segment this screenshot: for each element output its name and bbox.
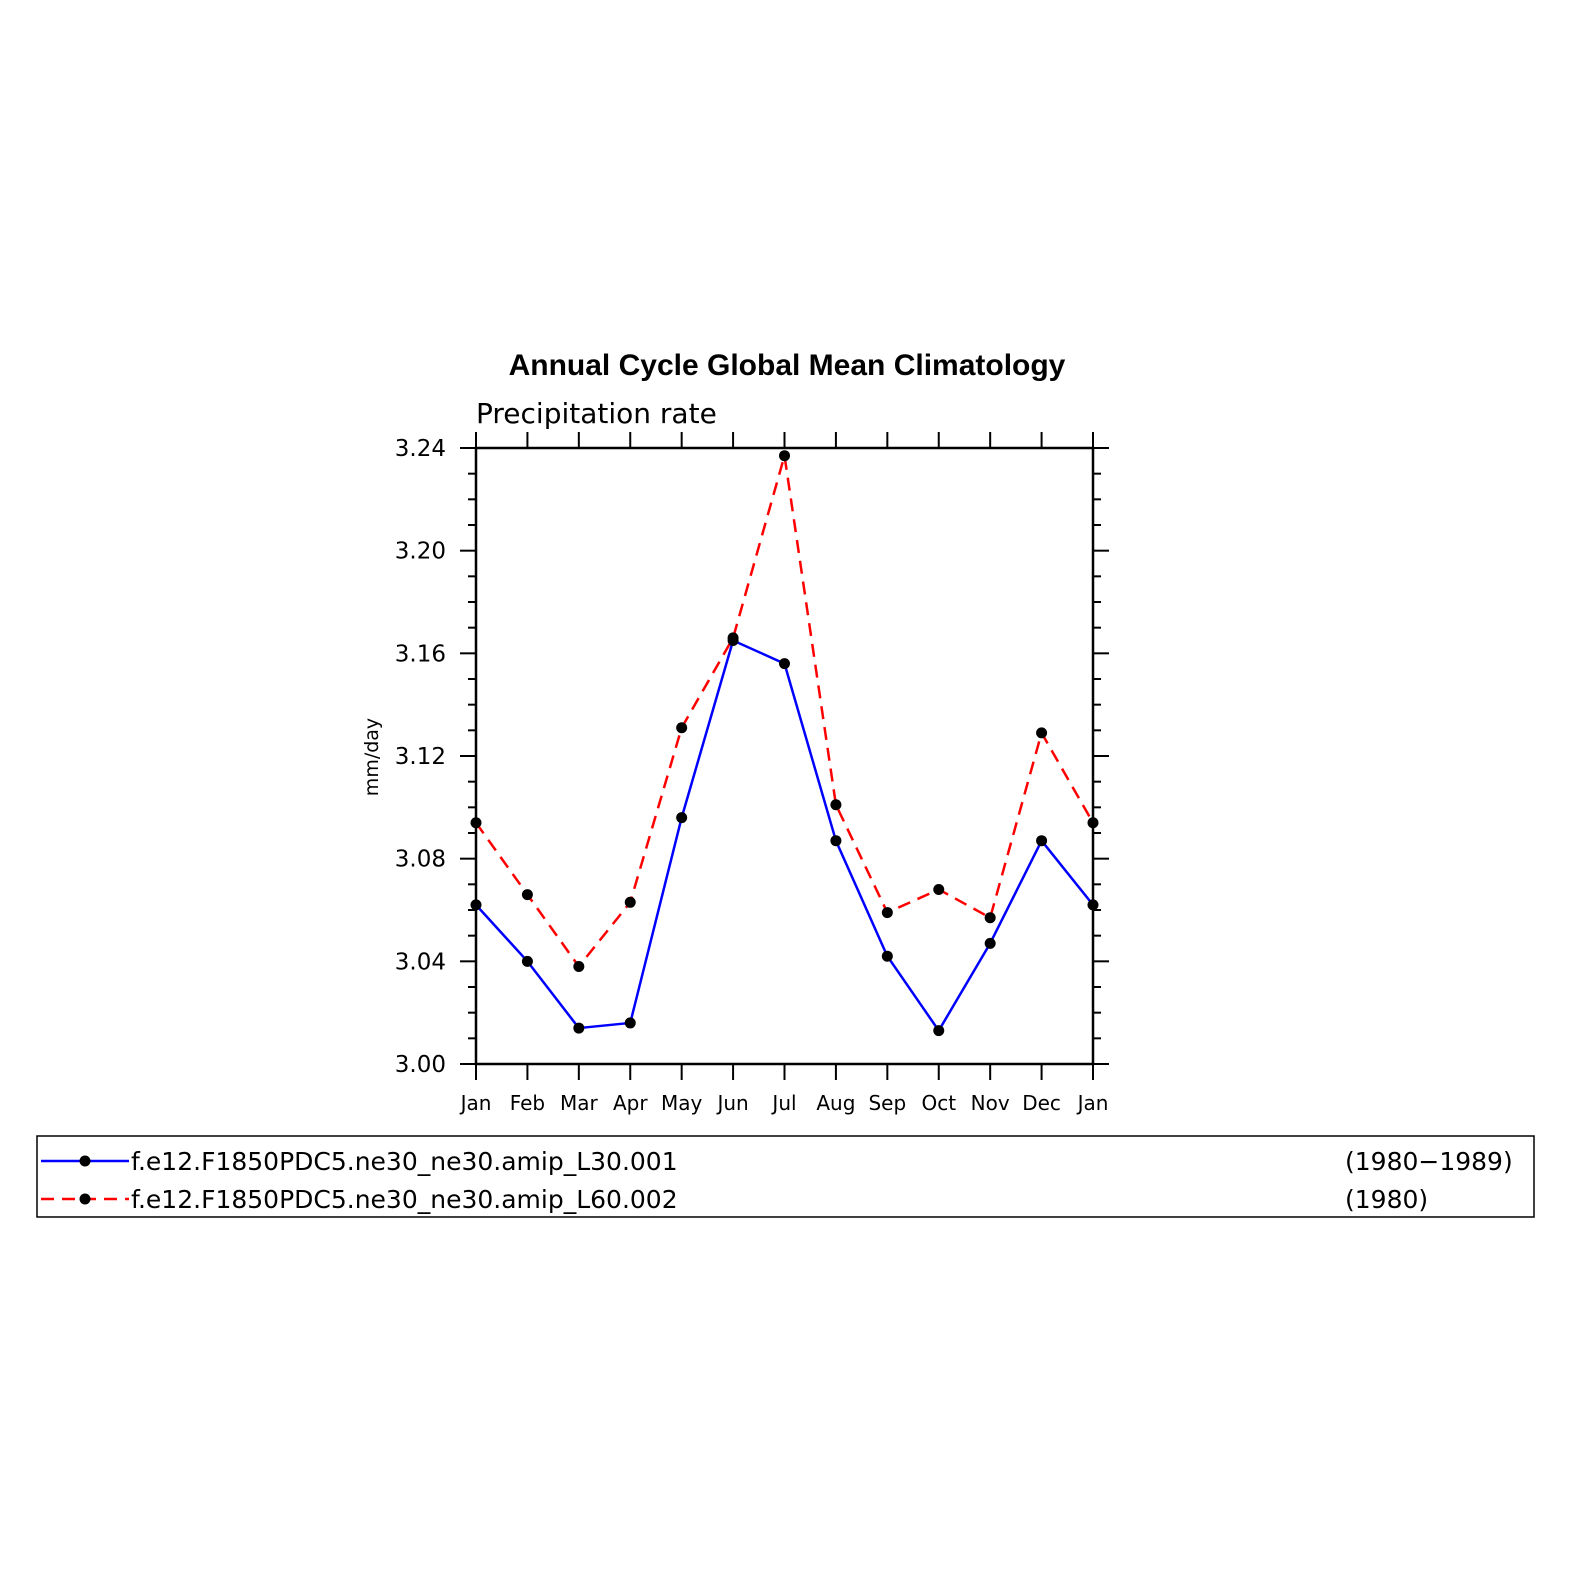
x-tick-label: Feb	[510, 1091, 545, 1115]
x-tick-label: May	[661, 1091, 703, 1115]
data-point	[1036, 835, 1048, 847]
x-tick-label: Jan	[459, 1091, 492, 1115]
data-point	[676, 812, 688, 824]
data-point	[830, 799, 842, 811]
data-point	[624, 1017, 636, 1029]
data-point	[1036, 727, 1048, 739]
legend-entry-label: f.e12.F1850PDC5.ne30_ne30.amip_L60.002	[131, 1185, 678, 1214]
y-tick-label: 3.20	[395, 539, 446, 565]
data-point	[984, 912, 996, 924]
data-point	[521, 955, 533, 967]
x-tick-label: Mar	[560, 1091, 599, 1115]
data-point	[624, 896, 636, 908]
data-point	[830, 835, 842, 847]
data-point	[676, 722, 688, 734]
x-tick-label: Nov	[971, 1091, 1010, 1115]
x-tick-label: Jan	[1076, 1091, 1109, 1115]
legend-entry-label: f.e12.F1850PDC5.ne30_ne30.amip_L30.001	[131, 1147, 678, 1176]
data-point	[779, 450, 790, 462]
y-tick-label: 3.04	[395, 949, 446, 975]
legend-entry-period: (1980)	[1345, 1185, 1428, 1214]
data-point	[1087, 817, 1099, 829]
data-point	[470, 899, 482, 911]
data-point	[727, 632, 739, 644]
chart-title: Annual Cycle Global Mean Climatology	[509, 349, 1066, 382]
series-line-2	[474, 454, 1095, 968]
data-point	[881, 950, 893, 962]
x-tick-label: Oct	[921, 1091, 956, 1115]
x-tick-label: Jul	[770, 1091, 796, 1115]
series-line-1	[475, 639, 1094, 1032]
data-point	[881, 907, 893, 919]
y-tick-label: 3.16	[395, 641, 446, 667]
x-tick-label: Sep	[868, 1091, 906, 1115]
data-point	[521, 889, 533, 901]
y-axis-label: mm/day	[361, 718, 383, 796]
x-tick-label: Aug	[816, 1091, 855, 1115]
data-point	[933, 883, 945, 895]
plot-frame	[474, 446, 1095, 1066]
chart-subtitle: Precipitation rate	[476, 397, 717, 430]
x-tick-label: Dec	[1022, 1091, 1061, 1115]
y-tick-label: 3.08	[395, 847, 446, 873]
data-point	[779, 658, 790, 670]
y-tick-label: 3.00	[395, 1052, 446, 1078]
data-point	[984, 937, 996, 949]
y-tick-label: 3.12	[395, 744, 446, 770]
data-point	[573, 1022, 585, 1034]
data-point	[470, 817, 482, 829]
legend-marker	[79, 1193, 91, 1205]
data-point	[573, 960, 585, 972]
data-point	[1087, 899, 1099, 911]
legend-marker	[79, 1155, 91, 1167]
x-tick-label: Apr	[613, 1091, 648, 1115]
legend-entry-period: (1980−1989)	[1345, 1147, 1513, 1176]
legend-box	[36, 1135, 1535, 1218]
x-tick-label: Jun	[715, 1091, 748, 1115]
data-point	[933, 1025, 945, 1037]
y-tick-label: 3.24	[395, 436, 446, 462]
